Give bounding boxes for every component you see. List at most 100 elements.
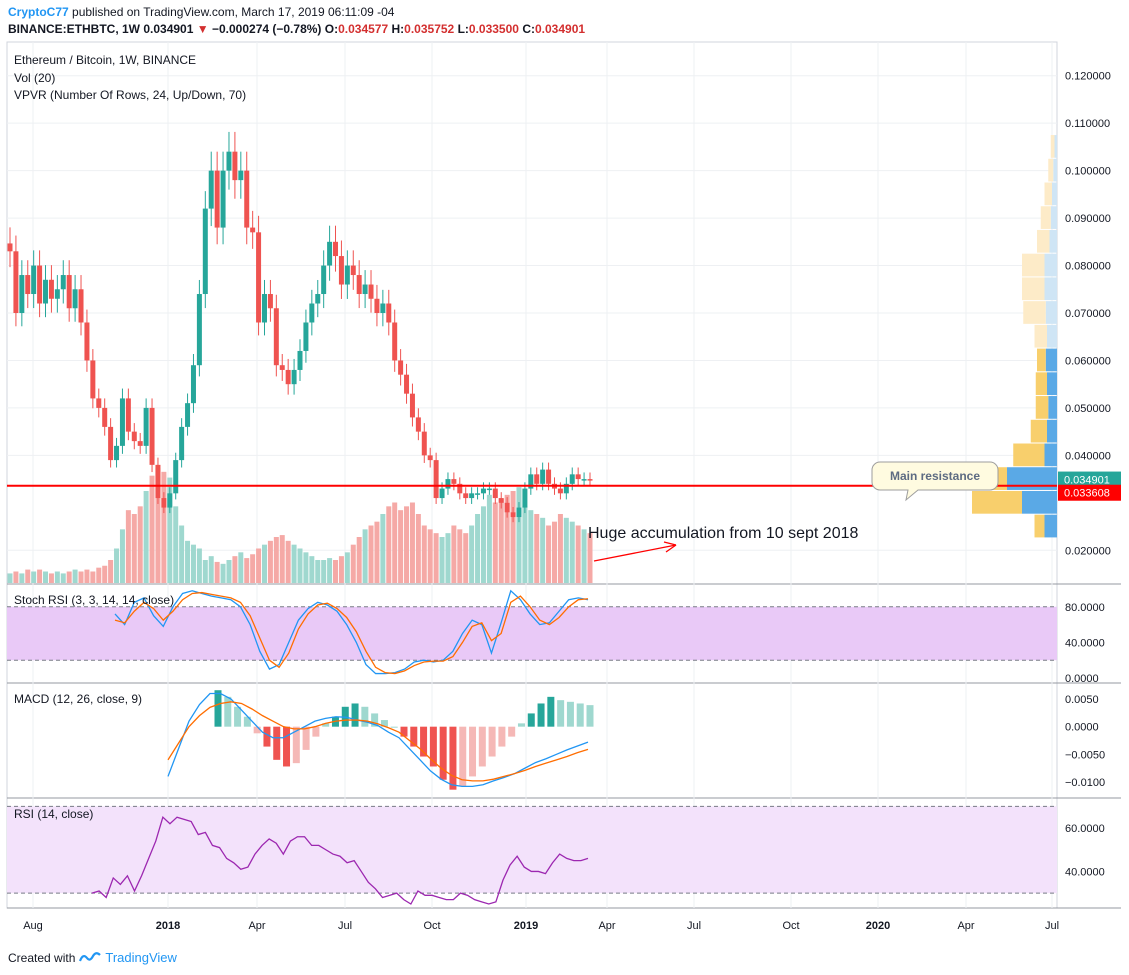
macd-hist-bar	[557, 700, 565, 727]
time-tick-label: Oct	[423, 920, 440, 932]
volume-bar	[404, 506, 410, 583]
close-value: 0.034901	[534, 22, 586, 36]
close-label: C:	[522, 22, 535, 36]
stoch-line	[114, 591, 589, 675]
candle-body	[161, 498, 167, 508]
candle-body	[374, 298, 380, 313]
volume-bar	[108, 560, 114, 583]
candle-body	[575, 474, 581, 480]
volume-bar	[143, 491, 149, 583]
series-legend: Ethereum / Bitcoin, 1W, BINANCE	[14, 53, 197, 67]
candle-body	[7, 243, 13, 252]
volume-bar	[72, 569, 78, 583]
macd-tick-label: −0.0050	[1065, 749, 1105, 761]
vpvr-up-bar	[1045, 301, 1057, 324]
volume-bar	[575, 525, 581, 583]
macd-hist-bar	[449, 726, 457, 790]
stoch-line	[114, 589, 589, 675]
vpvr-up-bar	[1047, 372, 1057, 396]
macd-tick-label: −0.0100	[1065, 777, 1105, 789]
candle-body	[427, 455, 433, 461]
macd-hist-bar	[253, 726, 261, 734]
candle-body	[226, 151, 232, 171]
vpvr-down-bar	[1022, 253, 1045, 277]
macd-hist-bar	[537, 703, 545, 727]
high-value: 0.035752	[404, 22, 455, 36]
volume-bar	[256, 548, 262, 583]
candle-body	[279, 365, 285, 370]
volume-bar	[445, 533, 451, 583]
macd-hist-bar	[508, 726, 516, 737]
volume-bar	[581, 529, 587, 583]
candle-body	[238, 170, 244, 181]
candle-body	[469, 493, 475, 499]
volume-bar	[551, 521, 557, 583]
vpvr-down-bar	[1035, 396, 1049, 419]
macd-hist-bar	[273, 726, 281, 760]
accumulation-arrow	[593, 541, 677, 562]
stoch-rsi-panel	[7, 589, 1057, 675]
time-tick-label: Jul	[1045, 920, 1059, 932]
volume-bar	[232, 556, 238, 583]
candle-body	[475, 493, 481, 495]
macd-hist-bar	[224, 696, 232, 727]
candle-body	[37, 265, 43, 304]
candle-body	[256, 232, 262, 323]
candle-body	[528, 474, 534, 489]
volume-bar	[25, 569, 31, 583]
candle-body	[185, 403, 191, 427]
candle-body	[84, 322, 90, 361]
last-price: 0.034901	[143, 22, 194, 36]
candle-body	[356, 275, 362, 295]
volume-bar	[13, 571, 19, 583]
tradingview-brand[interactable]: TradingView	[105, 950, 177, 965]
volume-bar	[362, 529, 368, 583]
price-tick-label: 0.090000	[1065, 213, 1111, 225]
vpvr-down-bar	[1023, 301, 1046, 324]
vpvr-up-bar	[1048, 396, 1057, 419]
candle-body	[155, 464, 161, 499]
candle-body	[273, 308, 279, 366]
candle-body	[492, 488, 498, 499]
candle-body	[581, 479, 587, 481]
candle-body	[398, 360, 404, 375]
volume-bar	[19, 573, 25, 583]
volume-bar	[220, 563, 226, 583]
candle-body	[333, 241, 339, 257]
candle-body	[43, 279, 49, 304]
candle-body	[445, 479, 451, 489]
volume-bar	[273, 537, 279, 583]
vpvr-down-bar	[1037, 348, 1046, 372]
candle-body	[48, 279, 54, 299]
volume-bar	[469, 525, 475, 583]
axes: Aug 2018 Apr Jul Oct 2019 Apr Jul Oct 2020 Apr Jul 0…	[23, 71, 1111, 932]
volume-bar	[587, 533, 593, 583]
macd-tick-label: 0.0000	[1065, 722, 1099, 734]
volume-bar	[131, 514, 137, 583]
volume-bar	[475, 514, 481, 583]
author-link[interactable]: CryptoC77	[8, 5, 69, 19]
volume-bar	[244, 558, 250, 583]
macd-line	[167, 692, 589, 788]
volume-bar	[510, 491, 516, 583]
volume-bar	[309, 556, 315, 583]
macd-hist-bar	[586, 705, 594, 727]
volume-bar	[48, 573, 54, 583]
volume-bar	[504, 494, 510, 583]
candle-body	[31, 265, 37, 295]
volume-bar	[427, 529, 433, 583]
vpvr-up-bar	[1047, 324, 1057, 348]
candle-body	[344, 265, 350, 285]
volume-bar	[344, 552, 350, 583]
candle-body	[439, 488, 445, 499]
vpvr-up-bar	[1052, 182, 1057, 206]
vpvr-down-bar	[1034, 514, 1045, 538]
rsi-line	[91, 816, 589, 905]
candle-body	[546, 469, 552, 484]
volume-bar	[84, 569, 90, 583]
candle-body	[25, 275, 31, 295]
volume-bar	[7, 573, 13, 583]
footer: Created with TradingView	[8, 950, 177, 965]
